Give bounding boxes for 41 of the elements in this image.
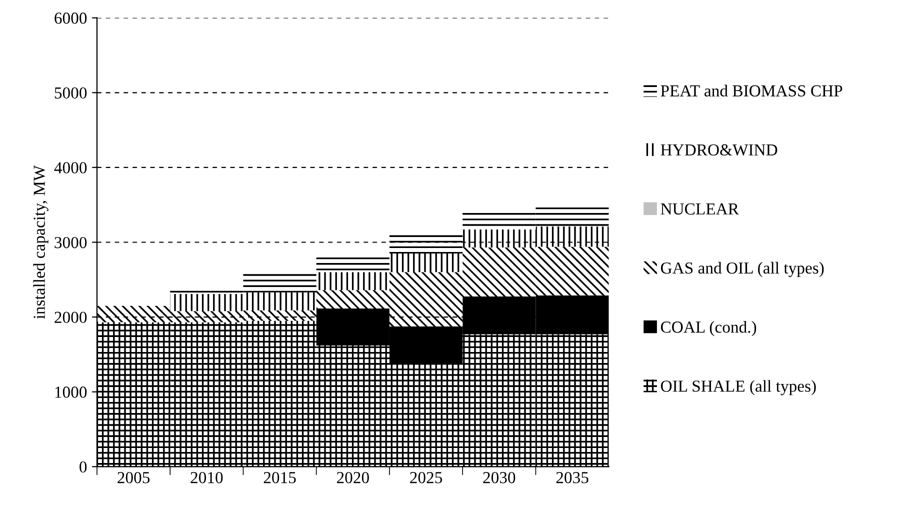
y-tick-label: 5000 bbox=[54, 87, 87, 99]
legend-label: HYDRO&WIND bbox=[660, 144, 778, 156]
y-tick-label: 4000 bbox=[54, 162, 87, 174]
bar bbox=[243, 320, 316, 467]
y-tick-label: 3000 bbox=[54, 236, 87, 248]
bar bbox=[170, 322, 244, 467]
y-tick-label: 2000 bbox=[54, 312, 87, 323]
bar bbox=[389, 364, 463, 467]
x-tick-label: 2015 bbox=[264, 472, 296, 484]
legend-label: GAS and OIL (all types) bbox=[660, 262, 824, 278]
legend-label: OIL SHALE (all types) bbox=[660, 380, 816, 396]
bar bbox=[389, 272, 463, 326]
legend-label: NUCLEAR bbox=[660, 203, 739, 215]
bar bbox=[536, 246, 609, 296]
bar bbox=[536, 226, 609, 247]
bar bbox=[170, 311, 244, 322]
bar bbox=[243, 310, 316, 321]
bar bbox=[96, 322, 170, 467]
x-tick-label: 2035 bbox=[556, 472, 588, 484]
x-tick-label: 2025 bbox=[410, 472, 442, 484]
bar bbox=[170, 288, 244, 294]
bar bbox=[462, 247, 536, 296]
bar bbox=[389, 253, 463, 272]
bar bbox=[96, 306, 170, 322]
legend-label: COAL (cond.) bbox=[660, 321, 756, 336]
y-tick-label: 1000 bbox=[55, 386, 87, 398]
bar bbox=[316, 345, 390, 467]
x-tick-label: 2005 bbox=[118, 472, 150, 484]
bar bbox=[243, 292, 316, 310]
x-tick-label: 2030 bbox=[483, 472, 516, 484]
x-tick-label: 2020 bbox=[336, 472, 369, 484]
y-tick-label: 6000 bbox=[54, 12, 87, 24]
bar bbox=[316, 290, 390, 308]
y-tick-label: 0 bbox=[80, 461, 87, 473]
bar bbox=[462, 230, 536, 248]
bar bbox=[170, 294, 244, 312]
bar bbox=[536, 334, 609, 467]
legend-label: PEAT and BIOMASS CHP bbox=[660, 84, 842, 96]
x-tick-label: 2010 bbox=[190, 472, 223, 484]
bar bbox=[462, 334, 536, 467]
y-axis-title: installed capacity, MW bbox=[33, 165, 48, 319]
